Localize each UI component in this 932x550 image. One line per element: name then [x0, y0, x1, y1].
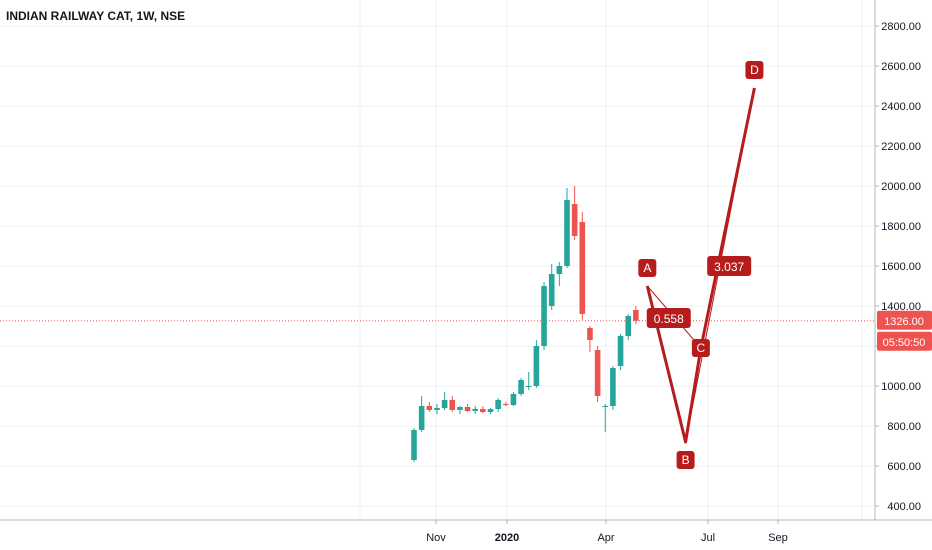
y-tick-label: 1000.00: [881, 381, 921, 393]
candle-body: [411, 430, 417, 460]
y-tick-label: 800.00: [887, 421, 921, 433]
y-tick-label: 600.00: [887, 461, 921, 473]
candle-body: [434, 408, 440, 410]
candle-body: [487, 409, 494, 412]
candle-body: [548, 274, 555, 306]
candle-body: [418, 406, 425, 430]
y-tick-label: 2400.00: [881, 101, 921, 113]
candle-body: [426, 406, 433, 410]
point-badge: [691, 339, 710, 357]
pattern-point-c[interactable]: C: [691, 339, 710, 357]
y-tick-label: 1400.00: [881, 301, 921, 313]
y-tick-label: 2800.00: [881, 21, 921, 33]
x-tick-label: Sep: [768, 532, 788, 544]
price-axis-panel[interactable]: [875, 0, 932, 550]
x-tick-label: Jul: [701, 532, 715, 544]
price-axis-ticks: 400.00600.00800.001000.001200.001400.001…: [875, 21, 921, 513]
countdown-badge-value: 05:50:50: [883, 337, 926, 349]
ratio-badge: [707, 256, 752, 276]
candle-body: [503, 404, 509, 405]
pattern-point-d[interactable]: D: [745, 61, 764, 79]
x-tick-label: 2020: [495, 532, 519, 544]
point-badge: [745, 61, 764, 79]
candle-body: [518, 380, 524, 394]
candles: [411, 186, 639, 462]
point-label: B: [682, 453, 690, 467]
candle-body: [449, 400, 456, 410]
candle-body: [564, 200, 570, 266]
point-label: A: [643, 261, 651, 275]
pattern-point-a[interactable]: A: [638, 259, 657, 277]
pattern-point-b[interactable]: B: [676, 451, 695, 469]
candle-body: [602, 406, 609, 407]
point-badge: [638, 259, 657, 277]
time-axis-ticks: Nov 2020 Apr Jul Sep: [426, 520, 788, 544]
candle-body: [617, 336, 624, 366]
y-tick-label: 2600.00: [881, 61, 921, 73]
grid-lines: [0, 25, 875, 507]
chart-title: INDIAN RAILWAY CAT, 1W, NSE: [6, 9, 186, 23]
x-tick-label: Nov: [426, 532, 446, 544]
candle-body: [571, 204, 578, 236]
candle-body: [525, 386, 532, 387]
ratio-value: 3.037: [714, 260, 744, 274]
candle-body: [464, 407, 471, 411]
candle-body: [633, 310, 639, 321]
candle-body: [457, 407, 463, 410]
y-tick-label: 1600.00: [881, 261, 921, 273]
x-tick-label: Apr: [597, 532, 614, 544]
candle-body: [441, 400, 448, 408]
abcd-pattern[interactable]: A B C D 0.558 3.037: [638, 61, 764, 469]
y-tick-label: 400.00: [887, 501, 921, 513]
candle-body: [610, 368, 616, 406]
candle-body: [625, 316, 631, 336]
candle-body: [587, 328, 593, 340]
price-badge-bg: [877, 310, 932, 330]
candle-body: [533, 346, 540, 386]
point-label: C: [697, 341, 706, 355]
pattern-path[interactable]: [645, 87, 756, 444]
last-price-badge: 1326.00 05:50:50: [877, 310, 932, 351]
y-tick-label: 2200.00: [881, 141, 921, 153]
point-label: D: [750, 63, 759, 77]
price-badge-value: 1326.00: [884, 316, 924, 328]
ratio-value: 0.558: [654, 312, 684, 326]
point-badge: [676, 451, 695, 469]
candle-body: [541, 286, 547, 346]
candle-body: [510, 394, 517, 405]
candle-body: [480, 409, 486, 412]
ratio-label: 3.037: [707, 256, 752, 276]
countdown-badge-bg: [877, 331, 932, 351]
x-grid-lines: [359, 0, 863, 520]
y-tick-label: 2000.00: [881, 181, 921, 193]
candle-body: [556, 266, 563, 274]
y-tick-label: 1800.00: [881, 221, 921, 233]
ratio-badge: [646, 308, 691, 328]
candle-body: [472, 409, 478, 411]
candle-body: [495, 400, 501, 409]
ratio-label: 0.558: [646, 308, 691, 328]
candle-body: [594, 350, 601, 396]
candle-body: [579, 222, 586, 314]
